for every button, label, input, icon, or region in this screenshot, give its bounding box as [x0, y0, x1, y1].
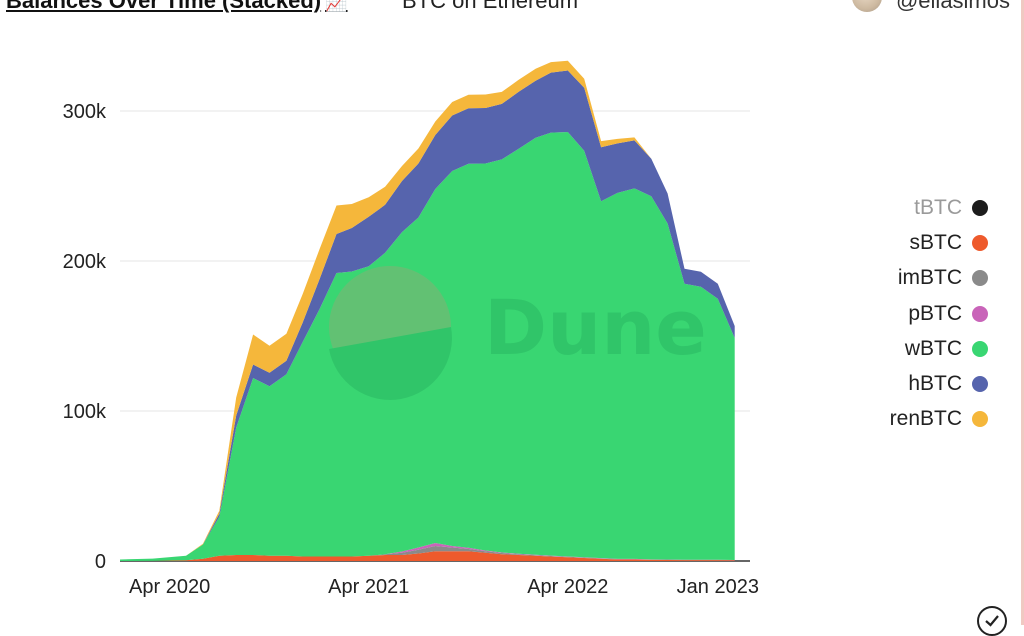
- legend-swatch: [972, 305, 988, 322]
- area-series-pbtc[interactable]: [120, 543, 735, 561]
- check-icon[interactable]: [977, 606, 1007, 636]
- legend-item-sbtc[interactable]: sBTC: [890, 225, 988, 260]
- legend-label: pBTC: [908, 301, 962, 325]
- x-tick-label: Jan 2023: [677, 576, 759, 598]
- y-axis: 0 100k 200k 300k: [63, 101, 107, 573]
- legend-label: tBTC: [914, 195, 962, 219]
- x-axis: Apr 2020 Apr 2021 Apr 2022 Jan 2023: [129, 576, 759, 598]
- chart-increasing-icon: 📈: [325, 0, 348, 12]
- area-series-hbtc[interactable]: [120, 70, 735, 560]
- legend-label: sBTC: [909, 230, 963, 254]
- chart-header: Balances Over Time (Stacked) 📈 BTC on Eth…: [0, 0, 1024, 16]
- chart-title: Balances Over Time (Stacked): [6, 0, 322, 13]
- dune-watermark-text: Dune: [484, 283, 707, 372]
- legend-item-imbtc[interactable]: imBTC: [890, 261, 988, 296]
- x-tick-label: Apr 2022: [527, 576, 608, 598]
- legend-label: hBTC: [908, 372, 962, 396]
- legend-item-wbtc[interactable]: wBTC: [890, 331, 988, 366]
- legend-swatch: [972, 199, 988, 216]
- legend-item-hbtc[interactable]: hBTC: [890, 366, 988, 401]
- x-tick-label: Apr 2020: [129, 576, 210, 598]
- x-tick-label: Apr 2021: [328, 576, 409, 598]
- legend-item-pbtc[interactable]: pBTC: [890, 296, 988, 331]
- area-series-group: [120, 60, 735, 561]
- avatar: [851, 0, 882, 12]
- dune-logo-icon: [329, 266, 451, 388]
- legend-swatch: [972, 340, 988, 357]
- area-series-sbtc[interactable]: [120, 551, 735, 561]
- legend-swatch: [972, 376, 988, 393]
- legend-item-tbtc[interactable]: tBTC: [890, 190, 988, 225]
- y-tick-label: 100k: [63, 401, 107, 423]
- chart-title-link[interactable]: Balances Over Time (Stacked) 📈: [6, 0, 348, 14]
- y-tick-label: 0: [95, 551, 106, 573]
- chart-subtitle: BTC on Ethereum: [402, 0, 579, 13]
- y-tick-label: 300k: [63, 101, 107, 123]
- legend-swatch: [972, 411, 988, 428]
- legend: tBTC sBTC imBTC pBTC wBTC hBTC renBTC: [890, 190, 988, 437]
- area-series-imbtc[interactable]: [120, 546, 735, 561]
- author-name: @eliasimos: [895, 0, 1010, 13]
- legend-label: renBTC: [889, 407, 962, 431]
- area-series-wbtc[interactable]: [120, 132, 735, 561]
- dune-watermark: Dune: [329, 266, 707, 400]
- legend-swatch: [972, 234, 988, 251]
- legend-label: wBTC: [904, 336, 962, 360]
- legend-item-renbtc[interactable]: renBTC: [890, 402, 988, 437]
- panel-edge-divider: [1021, 0, 1024, 625]
- legend-swatch: [972, 270, 988, 287]
- y-tick-label: 200k: [63, 251, 107, 273]
- legend-label: imBTC: [897, 266, 962, 290]
- author-link[interactable]: @eliasimos: [851, 0, 1010, 14]
- dune-logo-accent-icon: [329, 327, 452, 400]
